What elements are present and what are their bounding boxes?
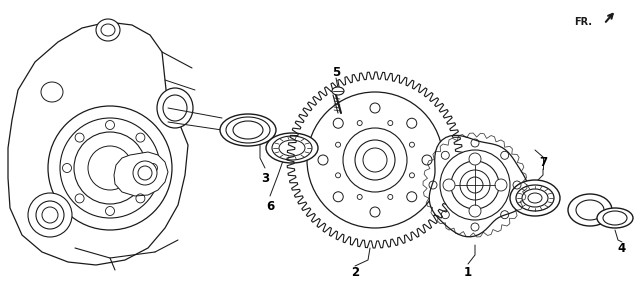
Circle shape: [495, 179, 507, 191]
Text: 4: 4: [618, 242, 626, 255]
Circle shape: [60, 118, 160, 218]
Ellipse shape: [510, 180, 560, 216]
Ellipse shape: [101, 24, 115, 36]
Ellipse shape: [41, 82, 63, 102]
Ellipse shape: [233, 121, 263, 139]
Circle shape: [443, 179, 455, 191]
Circle shape: [469, 205, 481, 217]
Circle shape: [363, 148, 387, 172]
Circle shape: [133, 161, 157, 185]
Circle shape: [440, 150, 510, 220]
Circle shape: [460, 170, 490, 200]
Circle shape: [307, 92, 443, 228]
Circle shape: [88, 146, 132, 190]
Ellipse shape: [266, 133, 318, 163]
Text: 3: 3: [261, 171, 269, 184]
Polygon shape: [8, 22, 188, 265]
Ellipse shape: [163, 95, 187, 121]
Circle shape: [467, 177, 483, 193]
Text: 2: 2: [351, 266, 359, 278]
Circle shape: [42, 207, 58, 223]
Ellipse shape: [332, 87, 344, 95]
Text: 6: 6: [266, 200, 274, 213]
Ellipse shape: [220, 114, 276, 146]
Circle shape: [343, 128, 407, 192]
Ellipse shape: [516, 185, 554, 211]
Circle shape: [74, 132, 146, 204]
Ellipse shape: [603, 211, 627, 225]
Circle shape: [36, 201, 64, 229]
Ellipse shape: [96, 19, 120, 41]
Ellipse shape: [528, 193, 542, 203]
Ellipse shape: [576, 200, 604, 220]
Circle shape: [48, 106, 172, 230]
Ellipse shape: [157, 88, 193, 128]
Circle shape: [451, 161, 499, 209]
Circle shape: [355, 140, 395, 180]
Text: 1: 1: [464, 266, 472, 278]
Polygon shape: [114, 152, 168, 196]
Ellipse shape: [597, 208, 633, 228]
Ellipse shape: [226, 117, 270, 143]
Text: 7: 7: [539, 157, 547, 169]
Circle shape: [138, 166, 152, 180]
Ellipse shape: [522, 189, 548, 207]
Text: FR.: FR.: [574, 17, 592, 27]
Polygon shape: [429, 135, 529, 237]
Ellipse shape: [272, 136, 312, 160]
Ellipse shape: [279, 140, 305, 156]
Ellipse shape: [568, 194, 612, 226]
Circle shape: [469, 153, 481, 165]
Circle shape: [28, 193, 72, 237]
Text: 5: 5: [332, 66, 340, 79]
